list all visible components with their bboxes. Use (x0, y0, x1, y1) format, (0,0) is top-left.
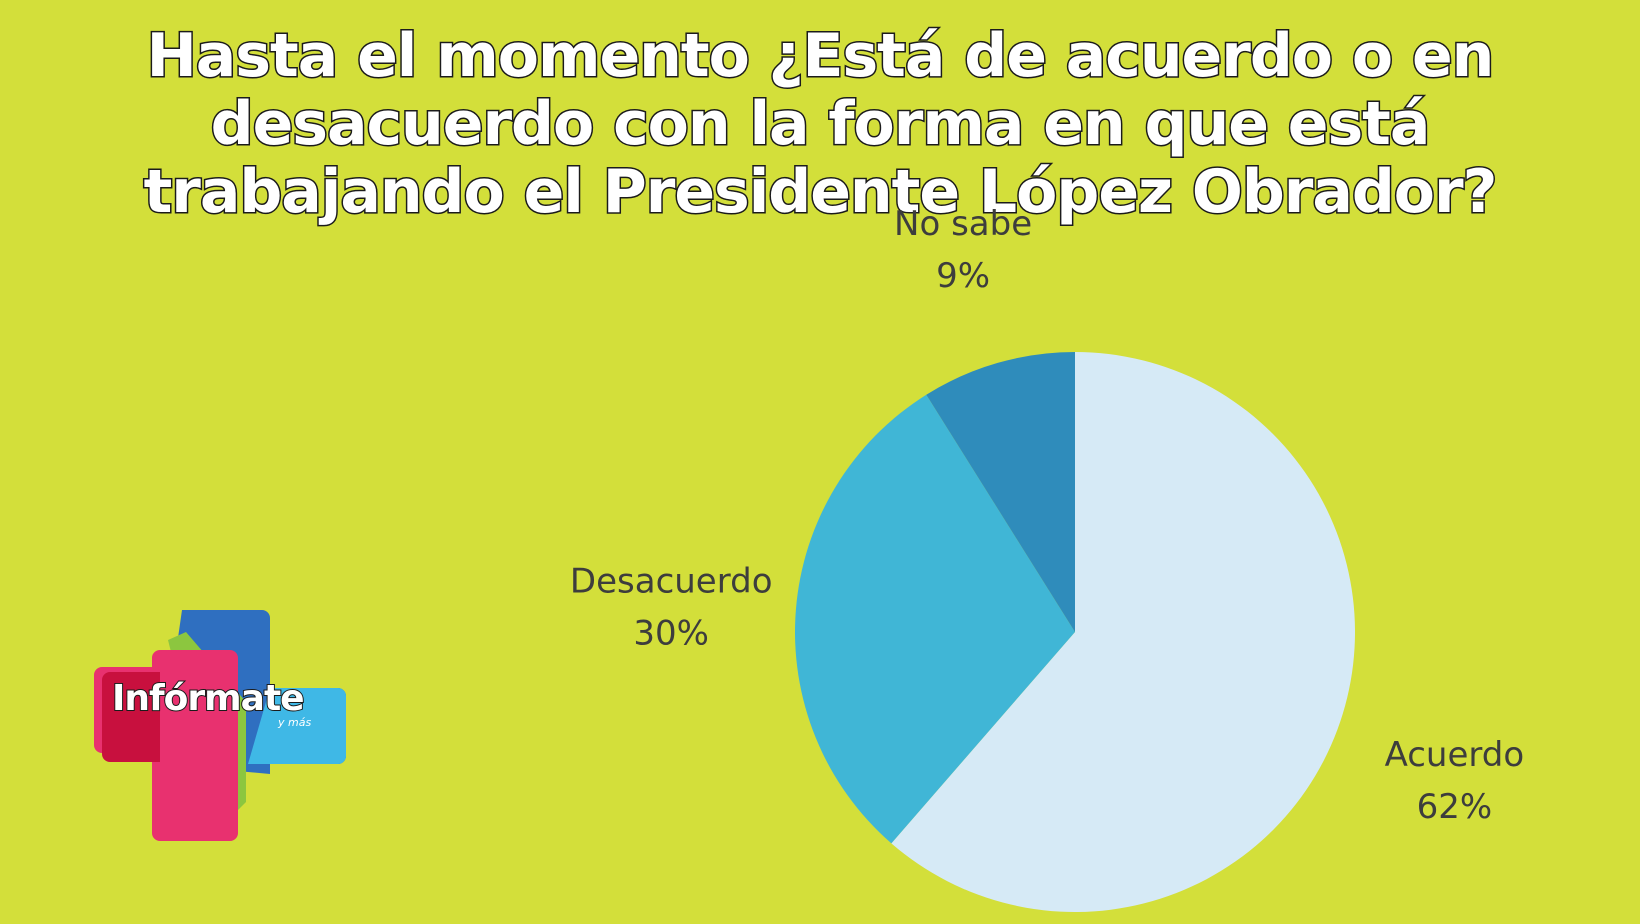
slice-value-no-sabe: 9% (936, 256, 990, 296)
pie-slice-acuerdo (891, 352, 1355, 913)
slice-label-no-sabe: No sabe (894, 204, 1032, 244)
slice-label-desacuerdo: Desacuerdo (570, 562, 773, 602)
chart-title: Hasta el momento ¿Está de acuerdo o en d… (142, 21, 1499, 228)
pie-slice-desacuerdo (794, 394, 1075, 844)
pie-slice-no-sabe (926, 352, 1075, 632)
slice-value-desacuerdo: 30% (633, 614, 709, 654)
logo-subtext: y más (277, 716, 311, 729)
slice-label-acuerdo: Acuerdo (1385, 735, 1525, 775)
slice-value-acuerdo: 62% (1417, 787, 1493, 827)
logo-red-shape (102, 672, 160, 762)
pie-labels: Acuerdo 62% Desacuerdo 30% No sabe 9% (570, 204, 1524, 827)
logo-text: Infórmate (112, 678, 304, 719)
informate-logo: Infórmate y más (94, 610, 346, 841)
pie-slices (794, 352, 1355, 913)
logo-cyan-shape (248, 688, 346, 764)
